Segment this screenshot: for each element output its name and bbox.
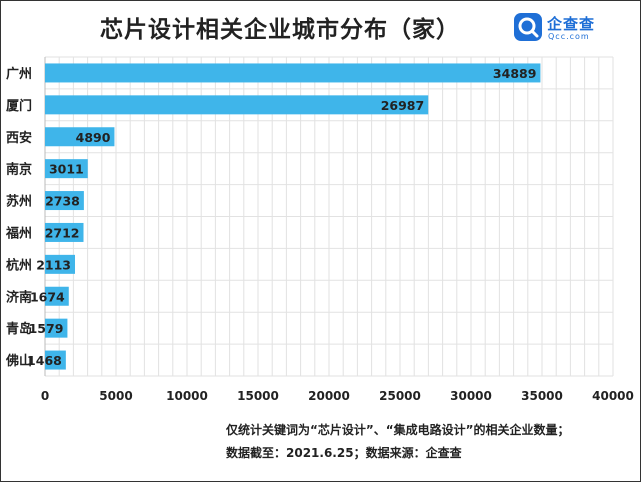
bar [45, 318, 68, 338]
brand-logo: 企查查 Qcc.com [513, 12, 633, 46]
value-label: 34889 [493, 66, 537, 81]
chart-title: 芯片设计相关企业城市分布（家） [100, 17, 460, 43]
chart-labels: 广州 34889 厦门 26987 西安 4890 南京 3011 苏州 2738 福州 2712 杭州… [5, 66, 634, 403]
x-tick-label: 10000 [166, 389, 208, 403]
category-label: 厦门 [6, 98, 32, 114]
value-label: 2738 [45, 194, 80, 209]
bar [45, 286, 69, 306]
category-label: 青岛 [6, 321, 32, 337]
value-label: 2712 [45, 225, 80, 240]
x-tick-label: 25000 [379, 389, 421, 403]
category-label: 广州 [6, 66, 32, 82]
value-label: 1674 [30, 289, 65, 304]
footnote-scope: 仅统计关键词为“芯片设计”、“集成电路设计”的相关企业数量； [226, 423, 570, 437]
bar [45, 159, 88, 179]
bar [45, 350, 66, 370]
x-tick-label: 30000 [450, 389, 492, 403]
value-label: 1579 [29, 321, 64, 336]
bar [45, 63, 541, 83]
brand-name: 企查查 [547, 15, 596, 33]
value-label: 1468 [27, 353, 62, 368]
x-tick-label: 5000 [99, 389, 132, 403]
category-label: 西安 [6, 130, 32, 146]
bar [45, 127, 115, 147]
bar-series [45, 63, 541, 370]
footnote-source: 数据截至：2021.6.25；数据来源：企查查 [226, 446, 462, 460]
category-label: 佛山 [5, 353, 32, 369]
x-tick-label: 15000 [237, 389, 279, 403]
value-label: 3011 [49, 162, 84, 177]
brand-domain: Qcc.com [548, 32, 590, 41]
value-label: 26987 [381, 98, 425, 113]
bar [45, 254, 76, 274]
bar [45, 191, 84, 211]
magnifier-logo-icon [514, 13, 542, 41]
value-label: 4890 [76, 130, 111, 145]
bar [45, 222, 84, 242]
x-tick-label: 0 [41, 389, 49, 403]
x-tick-label: 35000 [521, 389, 563, 403]
x-tick-label: 40000 [592, 389, 634, 403]
category-label: 福州 [5, 225, 32, 241]
category-label: 济南 [6, 289, 32, 305]
category-label: 杭州 [6, 257, 32, 273]
category-label: 苏州 [6, 194, 32, 210]
value-label: 2113 [36, 257, 71, 272]
x-tick-label: 20000 [308, 389, 350, 403]
bar [45, 95, 429, 115]
category-label: 南京 [6, 162, 32, 178]
